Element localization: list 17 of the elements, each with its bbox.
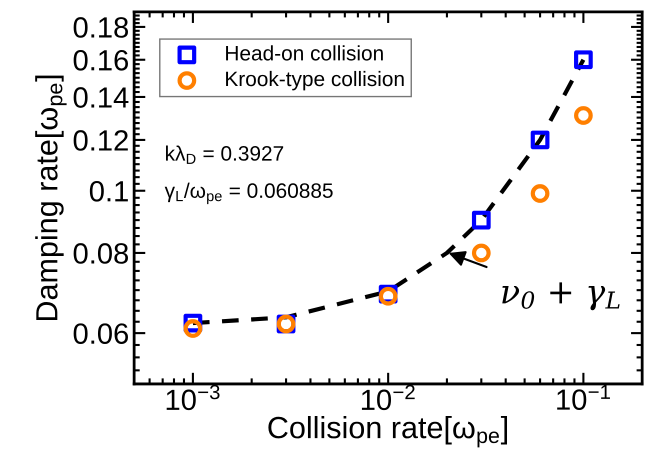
y-tick-label: 0.1 (90, 180, 128, 202)
x-tick-label: 10$^{−3}$ (166, 384, 220, 410)
y-axis-title: Damping rate[ω$_{pe}$] (35, 76, 67, 320)
y-tick-label: 0.12 (74, 130, 128, 151)
x-axis-title: Collision rate[ω$_{pe}$] (268, 416, 508, 448)
legend-label: Krook-type collision (226, 70, 404, 90)
y-tick-label: 0.18 (74, 17, 128, 38)
y-tick-label: 0.08 (74, 243, 128, 264)
y-tick-label: 0.06 (74, 323, 128, 344)
y-tick-label: 0.14 (74, 87, 128, 108)
annotation: ν$_{0}$ + γ$_{L}$ (502, 282, 620, 310)
x-tick-label: 10$^{−1}$ (557, 384, 610, 410)
legend-label: Head-on collision (226, 45, 383, 61)
y-tick-label: 0.16 (74, 50, 128, 71)
x-tick-label: 10$^{−2}$ (362, 384, 415, 410)
annotation: kλ$_{D}$ = 0.3927 (166, 145, 284, 164)
annotation: γ$_{L}$/ω$_{pe}$ = 0.060885 (164, 182, 333, 204)
